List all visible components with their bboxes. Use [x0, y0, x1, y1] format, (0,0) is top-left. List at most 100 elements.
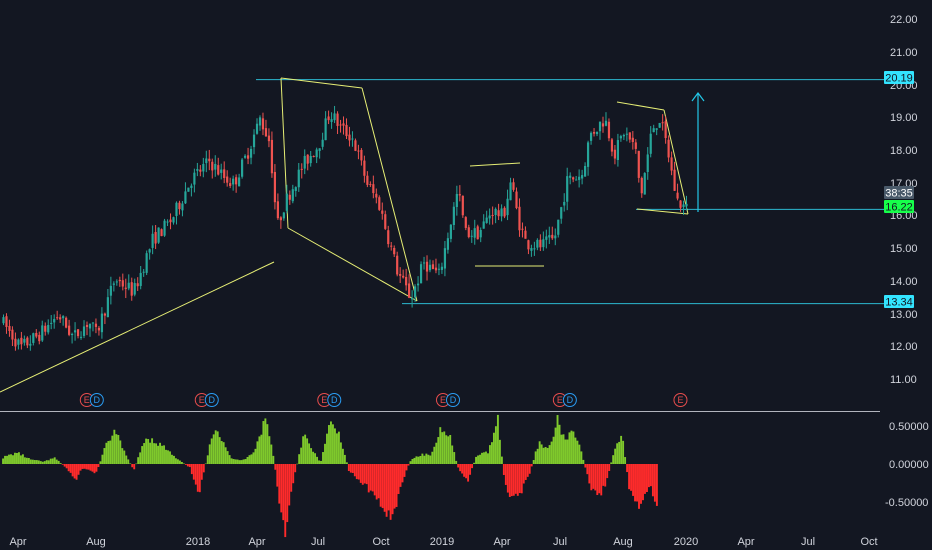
histogram-bar	[220, 441, 223, 464]
histogram-bar	[562, 434, 565, 464]
histogram-bar	[296, 463, 299, 465]
histogram-bar	[349, 464, 352, 473]
histogram-bar	[131, 464, 134, 468]
histogram-bar	[556, 415, 559, 464]
candle-body	[613, 149, 617, 159]
histogram-bar	[143, 443, 146, 464]
candle-body	[184, 191, 187, 204]
candle-body	[154, 231, 157, 244]
histogram-bar	[459, 464, 462, 472]
trendline-drawings[interactable]	[0, 77, 884, 393]
dividend-marker[interactable]: D	[327, 393, 342, 407]
histogram-bar	[542, 447, 545, 464]
histogram-bar	[594, 464, 597, 491]
histogram-bar	[161, 445, 163, 464]
candle-body	[312, 155, 315, 157]
histogram-bar	[180, 461, 183, 464]
histogram-bar	[198, 464, 201, 493]
histogram-bar	[502, 464, 505, 475]
earnings-marker[interactable]: E	[673, 393, 688, 407]
histogram-bar	[123, 450, 126, 464]
histogram-bar	[141, 446, 144, 464]
dividend-marker[interactable]: D	[446, 393, 460, 407]
histogram-bar	[427, 454, 430, 464]
histogram-bar	[580, 451, 583, 464]
histogram-bar	[373, 464, 376, 496]
candle-body	[619, 136, 622, 139]
histogram-bar	[582, 459, 585, 464]
histogram-bar	[403, 464, 406, 477]
histogram-bar	[600, 464, 603, 496]
candle-body	[285, 193, 288, 211]
candle-body	[190, 185, 193, 188]
histogram-bar	[409, 461, 412, 464]
histogram-bar	[182, 463, 185, 464]
candle-body	[243, 155, 247, 158]
candle-body	[485, 217, 488, 223]
candle-body	[533, 248, 536, 250]
histogram-bar	[353, 464, 356, 477]
dividend-marker[interactable]: D	[562, 393, 577, 407]
trendline	[616, 101, 665, 111]
histogram-bar	[286, 464, 289, 523]
trendline	[361, 87, 418, 302]
candle-body	[288, 194, 291, 200]
candle-body	[226, 176, 229, 183]
histogram-bar	[89, 464, 92, 471]
price-tick-label: 14.00	[890, 276, 918, 288]
candle-body	[390, 245, 393, 247]
histogram-bar	[6, 455, 8, 464]
histogram-bar	[548, 445, 551, 464]
candle-body	[548, 235, 551, 238]
histogram-bar	[246, 456, 249, 464]
histogram-bar	[465, 464, 468, 479]
histogram-bar	[324, 443, 326, 464]
dividend-marker[interactable]: D	[89, 393, 104, 407]
histogram-bar	[451, 445, 454, 464]
histogram-bar	[572, 431, 575, 464]
histogram-bar	[73, 464, 76, 479]
histogram-bar	[610, 462, 613, 464]
candle-body	[14, 338, 17, 347]
histogram-bar	[19, 455, 22, 464]
candle-body	[461, 195, 464, 216]
histogram-bar	[634, 464, 636, 502]
histogram-bar	[280, 464, 283, 513]
histogram-bar	[53, 457, 56, 464]
histogram-bar	[431, 451, 434, 464]
histogram-bar	[135, 463, 138, 465]
histogram-bar	[129, 463, 132, 464]
histogram-bar	[302, 436, 305, 464]
histogram-bar	[616, 443, 619, 464]
dividend-marker[interactable]: D	[204, 393, 219, 407]
histogram-bar	[157, 445, 160, 464]
histogram-bar	[644, 464, 646, 494]
histogram-bar	[125, 455, 128, 464]
histogram-bar	[463, 464, 466, 477]
candle-body	[527, 240, 530, 250]
dividend-marker-letter: D	[94, 395, 101, 405]
histogram-bar	[212, 434, 215, 464]
candle-body	[512, 182, 515, 190]
time-tick-label: Aug	[86, 536, 106, 548]
histogram-bar	[318, 460, 320, 464]
candle-body	[676, 192, 679, 199]
histogram-bar	[276, 464, 279, 487]
candle-body	[217, 165, 220, 175]
histogram-bar	[145, 438, 148, 464]
histogram-bar	[481, 452, 483, 464]
time-tick-label: Jul	[553, 536, 567, 548]
dividend-marker-letter: D	[450, 395, 457, 405]
candle-body	[503, 207, 506, 217]
oscillator-pane[interactable]: 0.50000 0.00000 -0.50000	[2, 414, 929, 538]
histogram-bar	[558, 424, 561, 464]
candle-body	[652, 128, 655, 133]
candle-body	[554, 235, 557, 239]
earnings-marker-letter: E	[557, 395, 563, 405]
histogram-bar	[266, 424, 269, 464]
candle-body	[73, 330, 77, 333]
candle-body	[387, 230, 390, 245]
